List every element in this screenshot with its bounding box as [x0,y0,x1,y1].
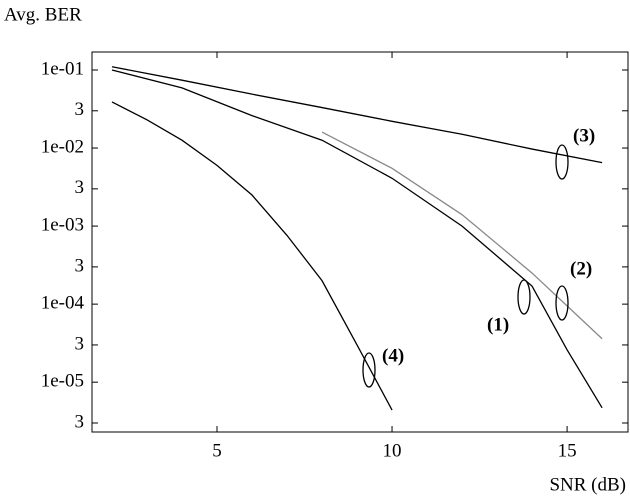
y-tick-label: 3 [75,255,85,276]
curve-label: (1) [487,314,509,335]
x-tick-label: 15 [558,440,577,461]
curve-label: (3) [573,125,595,146]
y-tick-label: 1e-01 [41,58,84,79]
y-tick-label: 1e-03 [41,214,84,235]
x-axis-label: SNR (dB) [549,474,626,495]
curve-label: (2) [570,258,592,279]
series-line [111,101,393,411]
series-line [111,69,603,409]
y-axis-label: Avg. BER [4,4,82,25]
y-tick-label: 3 [75,411,85,432]
curve-marker [555,285,569,321]
y-tick-label: 1e-04 [41,292,85,313]
series-line [321,131,603,340]
x-tick-label: 5 [212,440,222,461]
y-tick-label: 3 [75,177,85,198]
y-tick-label: 1e-05 [41,371,84,392]
series-line [111,66,603,164]
x-tick-label: 10 [383,440,402,461]
curve-label: (4) [382,345,404,366]
y-tick-label: 3 [75,333,85,354]
curve-marker [517,279,531,315]
plot-frame [91,51,629,433]
y-tick-label: 1e-02 [41,136,84,157]
curve-marker [362,352,376,388]
y-tick-label: 3 [75,99,85,120]
curve-marker [555,144,569,180]
